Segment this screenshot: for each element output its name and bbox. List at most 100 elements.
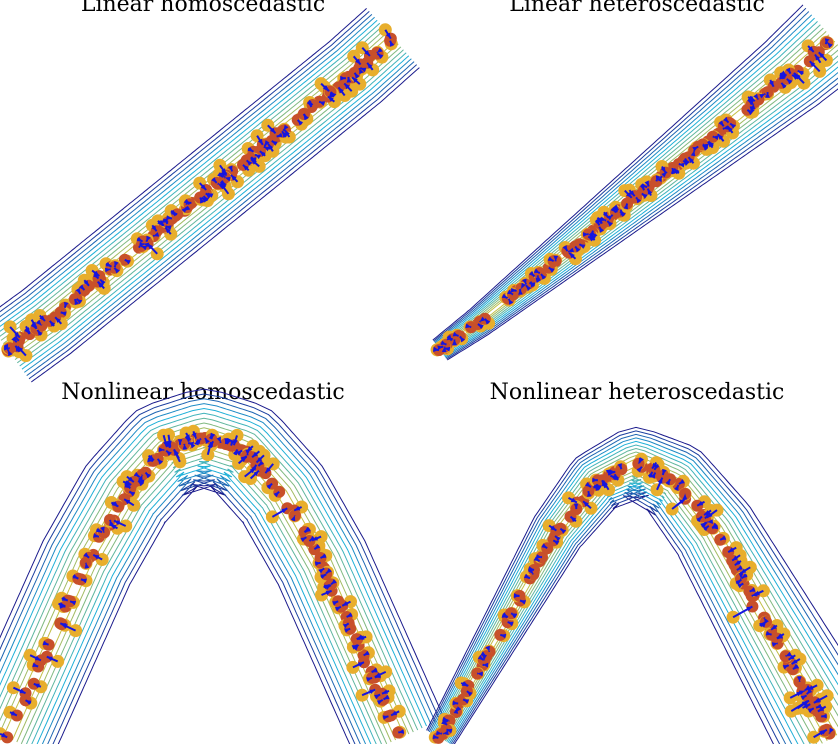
arrow-head	[344, 628, 351, 633]
arrow-head	[259, 151, 266, 157]
arrow-head	[4, 345, 10, 351]
arrow-head	[533, 268, 540, 274]
arrow-head	[157, 220, 163, 226]
arrow-head	[124, 259, 131, 265]
arrow-head	[283, 124, 289, 131]
arrow-head	[712, 135, 719, 140]
arrow-head	[37, 329, 43, 336]
arrow-head	[500, 633, 507, 639]
arrow-head	[93, 533, 99, 538]
arrow-head	[371, 667, 378, 672]
arrow-head	[359, 68, 364, 75]
arrow-head	[124, 482, 131, 488]
arrow-head	[124, 499, 131, 505]
arrow-head	[327, 96, 334, 102]
panel-title-1: Linear homoscedastic	[81, 0, 325, 17]
arrow-head	[32, 662, 39, 667]
arrow-head	[8, 350, 13, 357]
contour-line	[434, 14, 813, 344]
arrow-head	[147, 243, 154, 250]
panel-linear-homoscedastic	[0, 8, 420, 383]
arrow-head	[216, 436, 221, 443]
arrow-head	[290, 515, 296, 522]
arrow-head	[442, 716, 449, 722]
contour-line	[448, 485, 793, 744]
arrow-head	[436, 730, 442, 736]
arrow-head	[391, 710, 398, 716]
arrow-head	[777, 634, 784, 639]
arrow-head	[376, 699, 383, 705]
arrow-head	[806, 688, 813, 695]
arrow-head	[42, 640, 49, 646]
arrow-head	[553, 255, 559, 262]
arrow-head	[1, 732, 8, 738]
arrow-head	[797, 70, 804, 76]
contour-line	[52, 479, 356, 744]
arrow-head	[398, 729, 405, 734]
arrow-head	[697, 501, 704, 506]
arrow-head	[583, 501, 589, 507]
arrow-head	[357, 635, 364, 640]
arrow-head	[319, 101, 326, 106]
arrow-head	[590, 234, 596, 241]
arrow-head	[304, 114, 309, 121]
arrow-head	[332, 601, 339, 606]
arrow-head	[220, 170, 227, 176]
arrow-head	[11, 336, 17, 343]
arrow-head	[444, 346, 451, 352]
arrow-head	[233, 439, 238, 446]
arrow-head	[728, 547, 735, 553]
arrow-head	[136, 236, 143, 242]
arrow-head	[112, 501, 119, 507]
arrow-head	[682, 493, 688, 500]
arrow-head	[753, 590, 760, 596]
arrow-head	[553, 540, 560, 546]
arrow-head	[257, 138, 263, 145]
arrow-head	[800, 695, 807, 701]
contour-line	[433, 11, 810, 343]
arrow-head	[251, 464, 257, 471]
arrow-head	[560, 528, 567, 534]
arrow-head	[526, 285, 532, 291]
contour-line	[430, 437, 838, 733]
arrow-head	[809, 61, 816, 67]
arrow-head	[759, 93, 766, 99]
arrow-head	[641, 193, 648, 199]
arrow-head	[258, 460, 264, 466]
arrow-head	[93, 554, 100, 560]
arrow-head	[736, 565, 743, 570]
arrow-head	[568, 247, 574, 253]
contour-line	[440, 465, 828, 741]
arrow-head	[791, 659, 798, 664]
arrow-head	[760, 621, 766, 628]
arrow-head	[243, 164, 249, 171]
arrow-head	[282, 131, 288, 138]
arrow-head	[382, 689, 388, 694]
arrow-head	[703, 145, 709, 151]
arrow-head	[521, 282, 526, 289]
arrow-head	[508, 298, 514, 305]
contour-line	[451, 491, 781, 744]
contour-line	[31, 67, 420, 383]
arrow-head	[146, 235, 151, 242]
arrow-head	[138, 479, 145, 485]
arrow-head	[195, 438, 201, 445]
arrow-head	[477, 655, 484, 660]
arrow-head	[163, 441, 168, 448]
arrow-head	[92, 273, 99, 279]
arrow-head	[793, 73, 800, 79]
arrow-head	[30, 322, 37, 329]
arrow-head	[369, 689, 376, 694]
arrow-head	[325, 590, 332, 596]
arrow-head	[104, 267, 111, 273]
arrow-head	[97, 281, 103, 288]
arrow-head	[727, 126, 733, 132]
arrow-head	[573, 503, 579, 510]
arrow-head	[636, 466, 642, 473]
contour-line	[432, 444, 838, 735]
contour-line	[0, 398, 436, 723]
contour-line	[0, 403, 432, 725]
arrow-head	[741, 573, 748, 579]
arrow-head	[191, 432, 197, 439]
arrow-head	[355, 58, 361, 65]
